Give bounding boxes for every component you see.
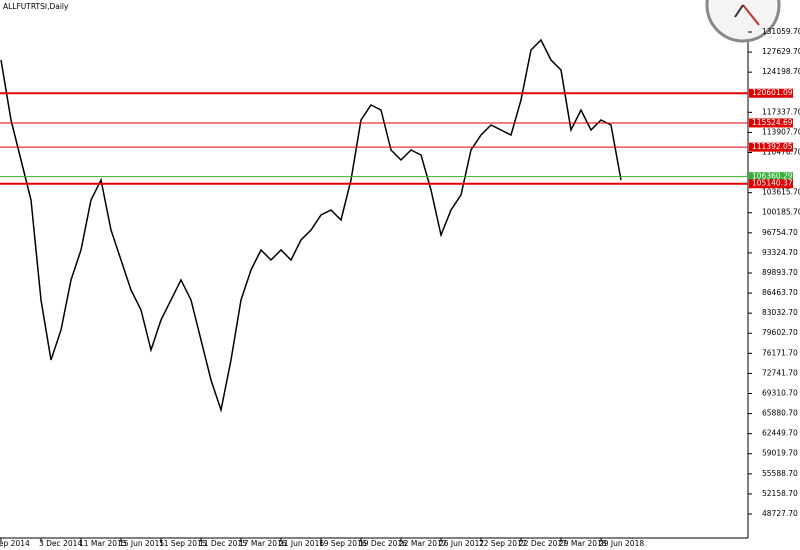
- y-tick-label: 55588.70: [762, 469, 798, 478]
- y-tick-label: 127629.70: [762, 47, 800, 56]
- clock-widget: [705, 0, 781, 43]
- y-tick-label: 100185.70: [762, 208, 800, 217]
- y-tick-label: 103615.70: [762, 188, 800, 197]
- x-tick-label: 22 Sep 2017: [479, 539, 527, 548]
- y-tick-label: 79602.70: [762, 328, 798, 337]
- level-label-box: [749, 172, 793, 182]
- y-tick-label: 48727.70: [762, 509, 798, 518]
- price-line: [0, 38, 622, 413]
- x-tick-label: 2 Sep 2014: [0, 539, 30, 548]
- x-tick-label: 3 Dec 2014: [39, 539, 82, 548]
- y-tick-label: 124198.70: [762, 67, 800, 76]
- x-tick-label: 15 Jun 2015: [119, 539, 164, 548]
- level-label-box: [749, 142, 793, 152]
- y-tick-label: 72741.70: [762, 368, 798, 377]
- level-label-box: [749, 118, 793, 128]
- y-tick-label: 131059.70: [762, 27, 800, 36]
- level-label-box: [749, 179, 793, 189]
- y-tick-label: 93324.70: [762, 248, 798, 257]
- y-tick-label: 65880.70: [762, 409, 798, 418]
- x-tick-label: 19 Sep 2016: [319, 539, 367, 548]
- y-tick-label: 59019.70: [762, 449, 798, 458]
- y-tick-label: 83032.70: [762, 308, 798, 317]
- x-tick-label: 21 Jun 2016: [279, 539, 324, 548]
- y-tick-label: 69310.70: [762, 388, 798, 397]
- chart-title: ALLFUTRTSI,Daily: [3, 2, 69, 11]
- x-tick-label: 22 Dec 2017: [519, 539, 567, 548]
- x-tick-label: 26 Jun 2017: [439, 539, 484, 548]
- x-tick-label: 29 Mar 2018: [559, 539, 607, 548]
- x-tick-label: 29 Jun 2018: [599, 539, 644, 548]
- y-tick-label: 96754.70: [762, 228, 798, 237]
- y-tick-label: 86463.70: [762, 288, 798, 297]
- x-tick-label: 11 Dec 2015: [199, 539, 247, 548]
- y-tick-label: 76171.70: [762, 348, 798, 357]
- level-label: 111392.05: [752, 142, 793, 151]
- y-tick-label: 89893.70: [762, 268, 798, 277]
- x-tick-label: 11 Mar 2015: [79, 539, 127, 548]
- y-tick-label: 117337.70: [762, 107, 800, 116]
- level-label: 106360.29: [752, 172, 793, 181]
- y-tick-label: 113907.70: [762, 127, 800, 136]
- x-tick-label: 17 Mar 2016: [239, 539, 287, 548]
- level-label: 120601.09: [752, 88, 793, 97]
- y-tick-label: 62449.70: [762, 429, 798, 438]
- level-label: 115524.69: [752, 118, 793, 127]
- x-tick-label: 19 Dec 2016: [359, 539, 407, 548]
- level-label-box: [749, 88, 793, 98]
- y-tick-label: 52158.70: [762, 489, 798, 498]
- x-tick-label: 11 Sep 2015: [159, 539, 207, 548]
- plot-area: [0, 38, 622, 413]
- level-label: 105140.37: [752, 179, 793, 188]
- y-tick-label: 110476.70: [762, 148, 800, 157]
- x-tick-label: 22 Mar 2017: [399, 539, 447, 548]
